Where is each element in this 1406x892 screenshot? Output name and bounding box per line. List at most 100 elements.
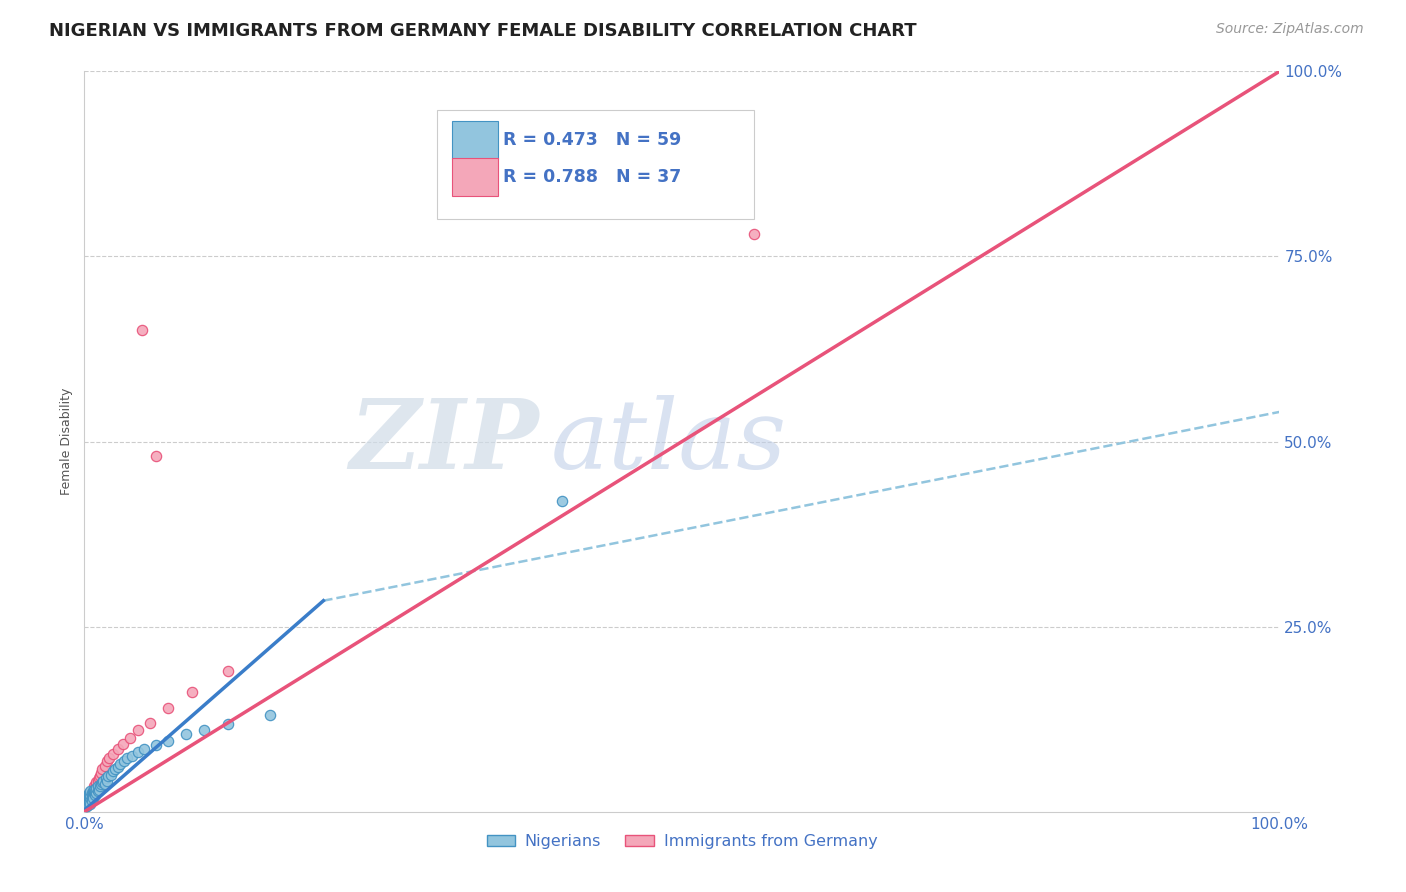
Point: [79, 791, 101, 805]
Point: [139, 715, 162, 730]
Point: [76, 794, 98, 808]
Point: [79, 784, 101, 798]
Point: [75, 798, 97, 813]
Legend: Nigerians, Immigrants from Germany: Nigerians, Immigrants from Germany: [479, 828, 884, 855]
Point: [77, 791, 100, 805]
Point: [76, 797, 98, 812]
Point: [87, 782, 110, 797]
Point: [89, 779, 111, 793]
Point: [217, 717, 239, 731]
Point: [86, 779, 108, 793]
Point: [79, 786, 101, 800]
Point: [193, 723, 215, 738]
Point: [90, 766, 112, 780]
Point: [76, 789, 98, 804]
Point: [80, 789, 103, 803]
Point: [111, 737, 134, 751]
Point: [82, 789, 104, 803]
Point: [84, 784, 107, 798]
Point: [145, 450, 167, 464]
Point: [80, 789, 103, 804]
Point: [121, 749, 143, 764]
Point: [86, 786, 108, 800]
Point: [94, 772, 117, 786]
Text: ZIP: ZIP: [349, 394, 538, 489]
Point: [551, 493, 574, 508]
Point: [104, 762, 127, 776]
Point: [83, 782, 105, 797]
Point: [118, 731, 141, 745]
Point: [82, 784, 104, 798]
Point: [77, 791, 100, 805]
Point: [82, 782, 104, 797]
Point: [79, 797, 101, 812]
Point: [96, 755, 118, 769]
FancyBboxPatch shape: [437, 110, 754, 219]
Point: [77, 796, 100, 810]
Point: [75, 797, 97, 812]
Point: [91, 762, 114, 776]
Point: [93, 759, 115, 773]
Point: [77, 789, 100, 803]
Point: [80, 794, 103, 808]
Text: R = 0.788   N = 37: R = 0.788 N = 37: [503, 169, 681, 186]
Point: [107, 760, 129, 774]
Point: [83, 784, 105, 798]
Point: [82, 786, 104, 800]
Point: [181, 685, 204, 699]
Point: [91, 775, 114, 789]
Point: [77, 786, 100, 800]
FancyBboxPatch shape: [453, 158, 498, 196]
Point: [77, 797, 100, 812]
Point: [77, 794, 100, 808]
Point: [83, 786, 105, 800]
Point: [75, 798, 97, 813]
Point: [101, 747, 124, 761]
Point: [86, 773, 108, 788]
Point: [107, 741, 129, 756]
Point: [101, 764, 124, 778]
Point: [86, 776, 108, 790]
Point: [90, 776, 112, 790]
Point: [145, 738, 167, 752]
Point: [110, 756, 132, 771]
Point: [217, 664, 239, 678]
Point: [77, 794, 100, 808]
Point: [157, 701, 180, 715]
Point: [742, 227, 765, 242]
Point: [93, 773, 115, 788]
Text: atlas: atlas: [551, 394, 786, 489]
Point: [77, 796, 100, 810]
Point: [77, 789, 100, 803]
Point: [87, 772, 110, 786]
Point: [157, 734, 180, 748]
Point: [112, 755, 135, 769]
Point: [84, 780, 107, 795]
Point: [127, 746, 149, 760]
Text: R = 0.473   N = 59: R = 0.473 N = 59: [503, 131, 681, 149]
Point: [79, 789, 101, 803]
FancyBboxPatch shape: [453, 121, 498, 160]
Point: [174, 727, 197, 741]
Y-axis label: Female Disability: Female Disability: [60, 388, 73, 495]
Point: [127, 723, 149, 738]
Point: [86, 784, 108, 798]
Point: [97, 769, 120, 783]
Point: [132, 741, 156, 756]
Point: [86, 780, 108, 795]
Point: [79, 791, 101, 805]
Point: [76, 797, 98, 812]
Point: [76, 798, 98, 813]
Point: [76, 794, 98, 808]
Point: [117, 751, 139, 765]
Point: [77, 789, 100, 804]
Point: [80, 786, 103, 800]
Point: [96, 773, 118, 788]
Point: [84, 789, 107, 803]
Point: [100, 767, 122, 781]
Point: [98, 751, 121, 765]
Point: [131, 324, 153, 338]
Point: [77, 796, 100, 810]
Point: [259, 708, 281, 723]
Point: [82, 791, 104, 805]
